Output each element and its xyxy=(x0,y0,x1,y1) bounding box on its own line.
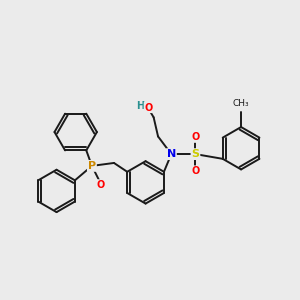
Text: CH₃: CH₃ xyxy=(233,99,249,108)
Text: O: O xyxy=(144,103,152,112)
Text: O: O xyxy=(97,180,105,190)
Text: O: O xyxy=(191,132,200,142)
Text: O: O xyxy=(191,166,200,176)
Text: S: S xyxy=(191,149,200,159)
Text: N: N xyxy=(167,149,176,159)
Text: H: H xyxy=(136,100,145,110)
Text: P: P xyxy=(88,161,96,171)
